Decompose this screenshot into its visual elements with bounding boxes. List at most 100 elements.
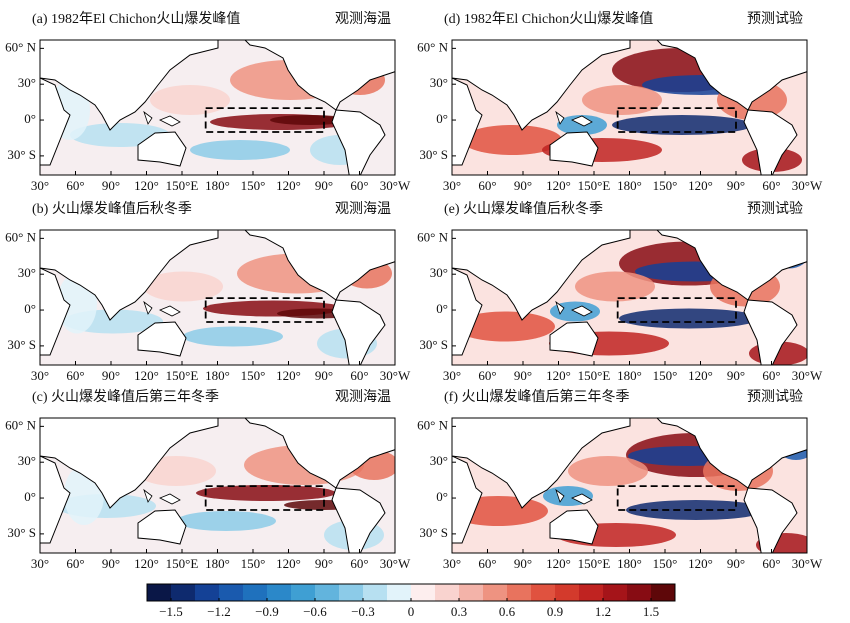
colorbar-tick-label: 1.2 <box>595 604 611 619</box>
y-tick-label: 30° S <box>7 525 36 540</box>
sst-anomaly <box>612 115 752 135</box>
x-tick-label: 150° <box>241 368 266 383</box>
colorbar-bin <box>555 584 580 601</box>
y-tick-label: 0° <box>436 489 448 504</box>
x-tick-label: 30° <box>31 556 49 571</box>
x-tick-label: 30° <box>443 556 461 571</box>
x-tick-label: 150° <box>653 368 678 383</box>
y-tick-label: 30° <box>18 265 36 280</box>
map-panel: 30° 60° 90° 120° 150°E 180° 150° 120° 90° 60° 30°W… <box>5 39 411 193</box>
x-tick-label: 30°W <box>792 368 823 383</box>
y-tick-label: 60° N <box>5 229 36 244</box>
colorbar-bin <box>483 584 508 601</box>
x-tick-label: 150°E <box>166 178 199 193</box>
colorbar-bin <box>219 584 244 601</box>
x-tick-label: 30° <box>31 368 49 383</box>
colorbar-bin <box>339 584 364 601</box>
panel-label: (c) 火山爆发峰值后第三年冬季 <box>32 388 219 405</box>
y-tick-label: 60° N <box>417 229 448 244</box>
x-tick-label: 120° <box>688 556 713 571</box>
map-field <box>40 40 395 175</box>
nino-box <box>616 297 737 323</box>
panel-label: (a) 1982年El Chichon火山爆发峰值 <box>32 11 240 27</box>
panel-tag: 预测试验 <box>747 11 803 27</box>
colorbar-bin <box>507 584 532 601</box>
colorbar-bin <box>243 584 268 601</box>
x-tick-label: 180° <box>205 368 230 383</box>
colorbar-bin <box>603 584 628 601</box>
x-tick-label: 150° <box>653 556 678 571</box>
y-tick-label: 30° S <box>419 525 448 540</box>
x-tick-label: 60° <box>350 368 368 383</box>
map-panel: 30° 60° 90° 120° 150°E 180° 150° 120° 90° 60° 30°W… <box>417 417 823 571</box>
map-panel: 30° 60° 90° 120° 150°E 180° 150° 120° 90° 60° 30°W… <box>417 39 823 193</box>
x-tick-label: 30°W <box>792 178 823 193</box>
x-tick-label: 180° <box>617 368 642 383</box>
x-tick-label: 150°E <box>578 178 611 193</box>
panel-tag: 观测海温 <box>335 11 391 27</box>
panel-tag: 预测试验 <box>747 389 803 405</box>
x-tick-label: 150° <box>241 556 266 571</box>
x-tick-label: 60° <box>350 178 368 193</box>
x-tick-label: 30° <box>443 178 461 193</box>
x-tick-label: 90° <box>315 556 333 571</box>
x-tick-label: 180° <box>617 556 642 571</box>
x-tick-label: 150° <box>241 178 266 193</box>
x-tick-label: 90° <box>315 178 333 193</box>
y-tick-label: 30° S <box>419 147 448 162</box>
y-tick-label: 30° <box>18 453 36 468</box>
nino-box <box>616 485 737 511</box>
y-tick-label: 30° <box>18 75 36 90</box>
x-tick-label: 150°E <box>166 556 199 571</box>
map-field <box>452 230 807 365</box>
x-tick-label: 90° <box>102 556 120 571</box>
x-tick-label: 60° <box>66 556 84 571</box>
sst-anomaly <box>190 140 290 160</box>
colorbar-bin <box>195 584 220 601</box>
map-panel: 30° 60° 90° 120° 150°E 180° 150° 120° 90° 60° 30°W… <box>417 229 823 383</box>
colorbar-bin <box>651 584 676 601</box>
sst-anomaly <box>568 456 648 486</box>
x-tick-label: 60° <box>66 368 84 383</box>
sst-anomaly <box>176 511 276 531</box>
x-tick-label: 30° <box>31 178 49 193</box>
colorbar-tick-label: −0.9 <box>255 604 279 619</box>
y-tick-label: 0° <box>436 111 448 126</box>
panel-tag: 观测海温 <box>335 389 391 405</box>
colorbar-bin <box>531 584 556 601</box>
colorbar-bin <box>267 584 292 601</box>
x-tick-label: 60° <box>762 178 780 193</box>
panel-label: (e) 火山爆发峰值后秋冬季 <box>444 201 603 217</box>
colorbar-bin <box>171 584 196 601</box>
y-tick-label: 0° <box>24 111 36 126</box>
x-tick-label: 120° <box>134 556 159 571</box>
colorbar-tick-label: 0.9 <box>547 604 563 619</box>
x-tick-label: 120° <box>688 368 713 383</box>
colorbar-tick-label: 0.6 <box>499 604 516 619</box>
nino-box <box>204 485 325 511</box>
nino-box <box>204 107 325 133</box>
x-tick-label: 60° <box>66 178 84 193</box>
x-tick-label: 150°E <box>578 368 611 383</box>
y-tick-label: 30° <box>430 265 448 280</box>
sst-anomaly <box>619 308 759 329</box>
x-tick-label: 120° <box>134 178 159 193</box>
y-tick-label: 30° S <box>7 337 36 352</box>
y-tick-label: 60° N <box>5 417 36 432</box>
y-tick-label: 0° <box>436 301 448 316</box>
x-tick-label: 150° <box>653 178 678 193</box>
y-tick-label: 60° N <box>417 39 448 54</box>
y-tick-label: 30° <box>430 453 448 468</box>
map-field <box>40 230 395 365</box>
colorbar-bin <box>627 584 652 601</box>
colorbar-bin <box>435 584 460 601</box>
x-tick-label: 180° <box>617 178 642 193</box>
panel-label: (d) 1982年El Chichon火山爆发峰值 <box>444 11 653 27</box>
x-tick-label: 30°W <box>792 556 823 571</box>
x-tick-label: 150°E <box>166 368 199 383</box>
x-tick-label: 90° <box>514 556 532 571</box>
map-panel: 30° 60° 90° 120° 150°E 180° 150° 120° 90° 60° 30°W… <box>5 229 411 383</box>
x-tick-label: 90° <box>102 178 120 193</box>
sst-anomaly <box>183 326 283 347</box>
